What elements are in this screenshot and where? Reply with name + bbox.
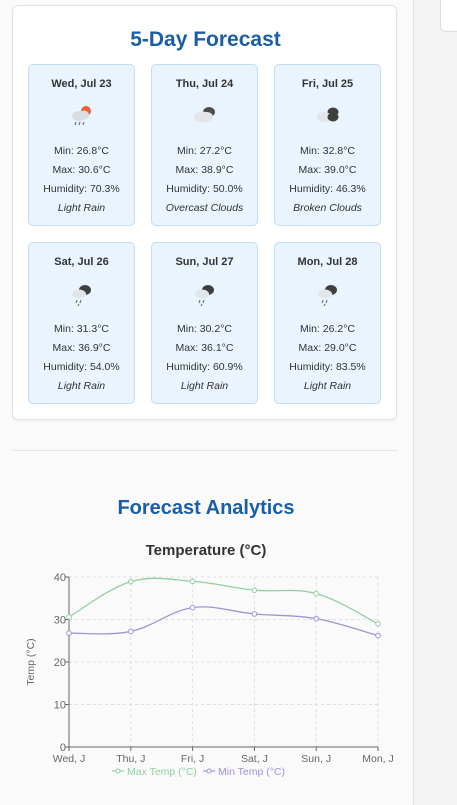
- min-temp: Min: 26.8°C: [54, 145, 109, 157]
- series-line-1: [68, 606, 379, 637]
- day-card: Sat, Jul 26 Min: 31.3°C Max: 36.9°C Humi…: [28, 242, 135, 404]
- legend-swatch-marker: [206, 768, 212, 774]
- data-point: [189, 578, 196, 585]
- data-point: [66, 630, 72, 636]
- side-panel-card: [440, 0, 457, 32]
- x-tick-label: Mon, J: [362, 753, 394, 765]
- condition: Light Rain: [57, 380, 106, 392]
- y-tick-label: 40: [54, 572, 66, 584]
- day-date: Mon, Jul 28: [297, 256, 358, 268]
- max-temp: Max: 36.9°C: [52, 342, 111, 354]
- day-card: Fri, Jul 25 Min: 32.8°C Max: 39.0°C Humi…: [274, 64, 381, 226]
- min-temp: Min: 31.3°C: [54, 323, 109, 335]
- x-tick-label: Sat, J: [241, 753, 268, 765]
- day-date: Wed, Jul 23: [51, 78, 112, 90]
- data-point: [128, 628, 134, 635]
- condition: Light Rain: [180, 380, 229, 392]
- max-temp: Max: 36.1°C: [175, 342, 234, 354]
- x-tick-label: Sun, J: [301, 753, 331, 765]
- rain-cloud-icon: [72, 285, 91, 306]
- condition: Broken Clouds: [293, 202, 362, 214]
- rain-cloud-icon: [318, 285, 337, 306]
- data-point: [313, 590, 320, 597]
- day-date: Sun, Jul 27: [175, 256, 234, 268]
- condition: Overcast Clouds: [165, 202, 244, 214]
- humidity: Humidity: 60.9%: [166, 361, 243, 373]
- humidity: Humidity: 50.0%: [166, 183, 243, 195]
- legend-label: Min Temp (°C): [218, 766, 285, 778]
- x-tick-label: Fri, J: [181, 753, 204, 765]
- section-divider: [12, 450, 398, 451]
- y-tick-label: 10: [54, 700, 66, 712]
- day-date: Fri, Jul 25: [301, 78, 354, 90]
- y-tick-label: 0: [60, 742, 66, 754]
- data-point: [128, 578, 134, 585]
- x-tick-label: Thu, J: [116, 753, 145, 765]
- data-point: [251, 587, 258, 593]
- chart-title: Temperature (°C): [145, 542, 267, 559]
- panel-divider: [413, 0, 414, 805]
- forecast-card: 5-Day Forecast Wed, Jul 23 Min: 26.8°C M…: [12, 5, 397, 420]
- condition: Light Rain: [303, 380, 352, 392]
- y-tick-label: 30: [54, 615, 66, 627]
- x-tick-label: Wed, J: [53, 753, 85, 765]
- day-date: Thu, Jul 24: [175, 78, 234, 90]
- max-temp: Max: 38.9°C: [175, 164, 234, 176]
- analytics-title: Forecast Analytics: [117, 497, 295, 519]
- humidity: Humidity: 70.3%: [43, 183, 120, 195]
- max-temp: Max: 30.6°C: [52, 164, 111, 176]
- legend-swatch-marker: [115, 768, 121, 774]
- condition: Light Rain: [57, 202, 106, 214]
- humidity: Humidity: 46.3%: [289, 183, 366, 195]
- y-tick-label: 20: [54, 657, 66, 669]
- overcast-clouds-icon: [194, 107, 215, 123]
- sun-rain-cloud-icon: [72, 106, 91, 126]
- data-point: [313, 615, 320, 622]
- y-axis-label: Temp (°C): [25, 638, 37, 685]
- side-panel: [414, 0, 457, 805]
- humidity: Humidity: 54.0%: [43, 361, 120, 373]
- rain-cloud-icon: [195, 285, 214, 306]
- min-temp: Min: 26.2°C: [300, 323, 355, 335]
- broken-clouds-icon: [316, 107, 339, 122]
- day-card: Sun, Jul 27 Min: 30.2°C Max: 36.1°C Humi…: [151, 242, 258, 404]
- data-point: [189, 604, 196, 611]
- data-point: [375, 620, 381, 627]
- max-temp: Max: 29.0°C: [298, 342, 357, 354]
- data-point: [251, 611, 258, 617]
- min-temp: Min: 30.2°C: [177, 323, 232, 335]
- temperature-chart: 0 10 20 30 40 Wed, J Thu, J Fri, J Sat, J Sun, J M…: [25, 572, 394, 778]
- humidity: Humidity: 83.5%: [289, 361, 366, 373]
- data-point: [375, 632, 381, 639]
- legend-label: Max Temp (°C): [127, 766, 197, 778]
- series-line-0: [68, 577, 379, 625]
- min-temp: Min: 32.8°C: [300, 145, 355, 157]
- max-temp: Max: 39.0°C: [298, 164, 357, 176]
- day-card: Thu, Jul 24 Min: 27.2°C Max: 38.9°C Humi…: [151, 64, 258, 226]
- min-temp: Min: 27.2°C: [177, 145, 232, 157]
- data-point: [66, 614, 72, 620]
- day-card: Wed, Jul 23 Min: 26.8°C Max: 30.6°C Humi…: [28, 64, 135, 226]
- day-card: Mon, Jul 28 Min: 26.2°C Max: 29.0°C Humi…: [274, 242, 381, 404]
- day-date: Sat, Jul 26: [54, 256, 109, 268]
- forecast-title: 5-Day Forecast: [130, 28, 281, 51]
